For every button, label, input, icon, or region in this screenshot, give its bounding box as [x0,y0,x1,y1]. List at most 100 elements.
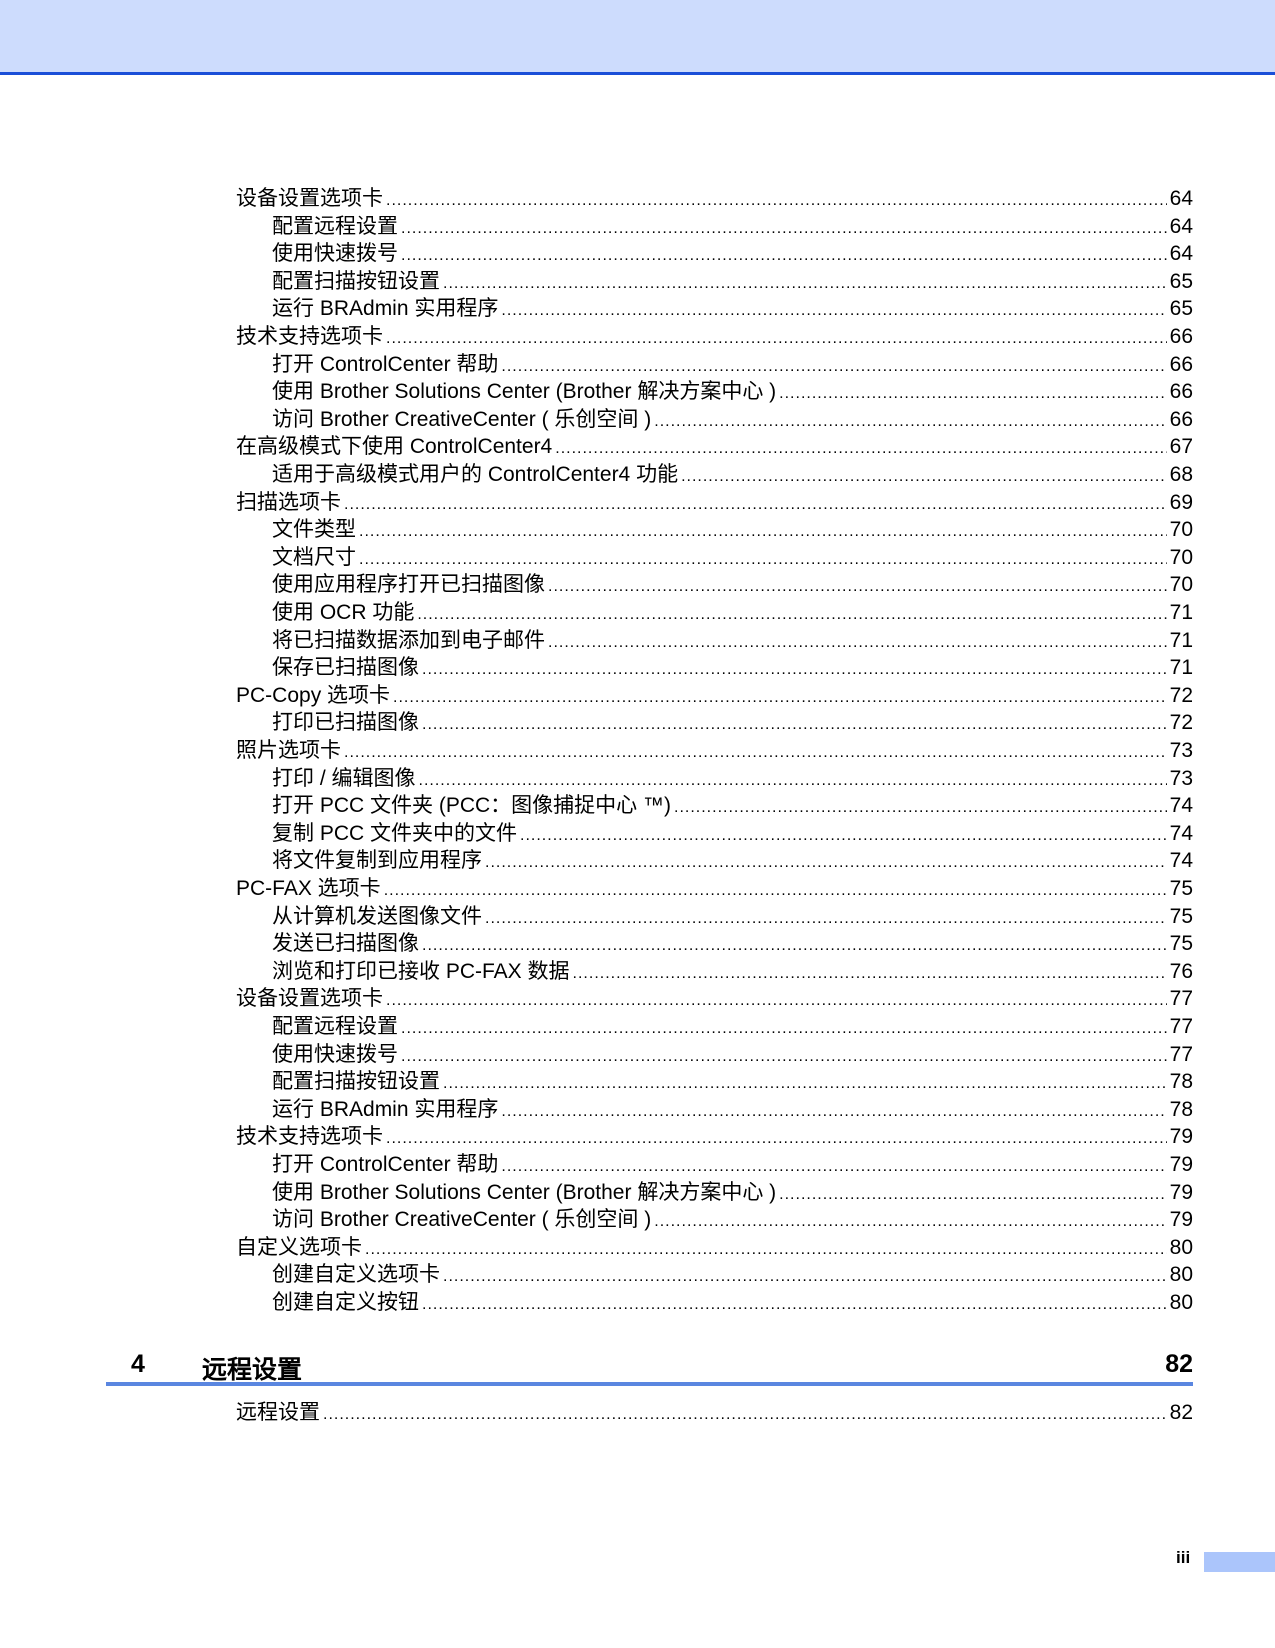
toc-entry-title: 打印已扫描图像 [272,711,419,735]
toc-entry-page: 80 [1169,1235,1193,1259]
toc-entry[interactable]: 打开 ControlCenter 帮助 66 [272,352,1193,378]
toc-entry-title: PC-FAX 选项卡 [236,877,381,900]
toc-entry-page: 74 [1169,821,1193,845]
toc-entry-page: 75 [1169,904,1193,928]
toc-entry-title: 访问 Brother CreativeCenter ( 乐创空间 ) [272,1208,652,1232]
toc-entry[interactable]: 配置扫描按钮设置 65 [272,269,1193,295]
toc-entry[interactable]: 技术支持选项卡 66 [236,324,1193,350]
toc-entry[interactable]: 文件类型 70 [272,517,1193,543]
dot-leader [555,436,1166,462]
toc-entry[interactable]: 配置远程设置 77 [272,1014,1193,1040]
dot-leader [323,1402,1167,1428]
dot-leader [501,354,1166,380]
toc-entry-page: 78 [1169,1070,1193,1094]
dot-leader [674,795,1167,821]
toc-entry-page: 67 [1169,435,1193,459]
toc-entry[interactable]: 打印 / 编辑图像 73 [272,766,1193,792]
toc-entry[interactable]: 使用 Brother Solutions Center (Brother 解决方… [272,379,1193,405]
toc-entry[interactable]: 将文件复制到应用程序 74 [272,848,1193,874]
toc-entry-title: 使用 Brother Solutions Center (Brother 解决方… [272,1180,777,1204]
toc-entry-title: 使用 OCR 功能 [272,601,415,624]
toc-entry[interactable]: 浏览和打印已接收 PC-FAX 数据 76 [272,959,1193,985]
dot-leader [344,492,1167,518]
dot-leader [501,1154,1166,1180]
toc-entry-title: 使用快速拨号 [272,1042,398,1066]
toc-entry[interactable]: 配置远程设置 64 [272,214,1193,240]
toc-entry[interactable]: 远程设置 82 [236,1400,1193,1426]
toc-entry[interactable]: 自定义选项卡 80 [236,1235,1193,1261]
toc-entry[interactable]: 在高级模式下使用 ControlCenter4 67 [236,434,1193,460]
toc-entry[interactable]: 发送已扫描图像 75 [272,931,1193,957]
toc-entry-page: 74 [1169,794,1193,818]
dot-leader [443,271,1167,297]
toc-entry-title: 设备设置选项卡 [236,187,383,210]
toc-entry-title: 浏览和打印已接收 PC-FAX 数据 [272,959,570,983]
toc-entry[interactable]: 照片选项卡 73 [236,738,1193,764]
toc-entry[interactable]: 打印已扫描图像 72 [272,710,1193,736]
toc-entry[interactable]: 保存已扫描图像 71 [272,655,1193,681]
toc-entry-page: 66 [1169,380,1193,404]
toc-entry[interactable]: PC-Copy 选项卡 72 [236,683,1193,709]
toc-entry[interactable]: 使用应用程序打开已扫描图像 70 [272,572,1193,598]
toc-entry-title: 打开 ControlCenter 帮助 [272,352,499,376]
chapter-heading[interactable]: 4 远程设置 82 [106,1348,1193,1386]
dot-leader [401,243,1167,269]
toc-entry-title: 配置远程设置 [272,214,398,238]
toc-entry-page: 69 [1169,490,1193,514]
toc-entry[interactable]: 文档尺寸 70 [272,545,1193,571]
toc-entry-page: 75 [1169,932,1193,956]
dot-leader [386,1126,1167,1152]
toc-entry[interactable]: 适用于高级模式用户的 ControlCenter4 功能 68 [272,462,1193,488]
dot-leader [681,464,1167,490]
toc-entry[interactable]: 创建自定义选项卡 80 [272,1262,1193,1288]
dot-leader [386,326,1167,352]
toc-entry[interactable]: 技术支持选项卡 79 [236,1124,1193,1150]
toc-entry[interactable]: 设备设置选项卡 77 [236,986,1193,1012]
toc-entry-title: 创建自定义按钮 [272,1291,419,1314]
toc-entry[interactable]: PC-FAX 选项卡 75 [236,876,1193,902]
toc-entry-page: 76 [1169,959,1193,983]
toc-entry[interactable]: 设备设置选项卡 64 [236,186,1193,212]
dot-leader [422,933,1167,959]
chapter-page: 82 [1165,1350,1193,1378]
toc-entry[interactable]: 使用快速拨号 64 [272,241,1193,267]
dot-leader [485,906,1167,932]
toc-entry-page: 80 [1169,1263,1193,1287]
toc-entry-title: 文档尺寸 [272,545,356,569]
dot-leader [485,850,1167,876]
toc-entry[interactable]: 运行 BRAdmin 实用程序 78 [272,1097,1193,1123]
toc-entry-title: 照片选项卡 [236,739,341,762]
toc-entry[interactable]: 打开 PCC 文件夹 (PCC：图像捕捉中心 ™) 74 [272,793,1193,819]
dot-leader [654,1209,1166,1235]
dot-leader [501,298,1166,324]
toc-entry-page: 68 [1169,463,1193,486]
toc-entry[interactable]: 将已扫描数据添加到电子邮件 71 [272,628,1193,654]
toc-entry[interactable]: 使用 Brother Solutions Center (Brother 解决方… [272,1180,1193,1206]
dot-leader [573,961,1167,987]
page-header-band [0,0,1275,75]
toc-entry[interactable]: 扫描选项卡 69 [236,490,1193,516]
toc-entry[interactable]: 复制 PCC 文件夹中的文件 74 [272,821,1193,847]
dot-leader [422,1292,1167,1318]
toc-entry-page: 80 [1169,1291,1193,1314]
toc-entry-page: 66 [1169,352,1193,376]
toc-entry-title: 打开 ControlCenter 帮助 [272,1153,499,1176]
toc-entry[interactable]: 使用 OCR 功能 71 [272,600,1193,626]
toc-entry-title: 打开 PCC 文件夹 (PCC：图像捕捉中心 ™) [272,794,671,818]
toc-entry-page: 64 [1169,242,1193,266]
toc-entry-title: 文件类型 [272,518,356,542]
toc-entry-page: 64 [1169,187,1193,210]
toc-entry[interactable]: 创建自定义按钮 80 [272,1290,1193,1316]
toc-entry-page: 73 [1169,766,1193,790]
toc-entry[interactable]: 从计算机发送图像文件 75 [272,904,1193,930]
toc-entry-page: 77 [1169,987,1193,1011]
toc-entry-title: 自定义选项卡 [236,1235,362,1259]
toc-entry[interactable]: 配置扫描按钮设置 78 [272,1069,1193,1095]
toc-entry[interactable]: 访问 Brother CreativeCenter ( 乐创空间 ) 79 [272,1207,1193,1233]
toc-entry-title: 技术支持选项卡 [236,1125,383,1149]
toc-entry[interactable]: 访问 Brother CreativeCenter ( 乐创空间 ) 66 [272,407,1193,433]
toc-entry[interactable]: 打开 ControlCenter 帮助 79 [272,1152,1193,1178]
toc-entry[interactable]: 运行 BRAdmin 实用程序 65 [272,296,1193,322]
toc-entry[interactable]: 使用快速拨号 77 [272,1042,1193,1068]
toc-entry-page: 70 [1169,518,1193,542]
